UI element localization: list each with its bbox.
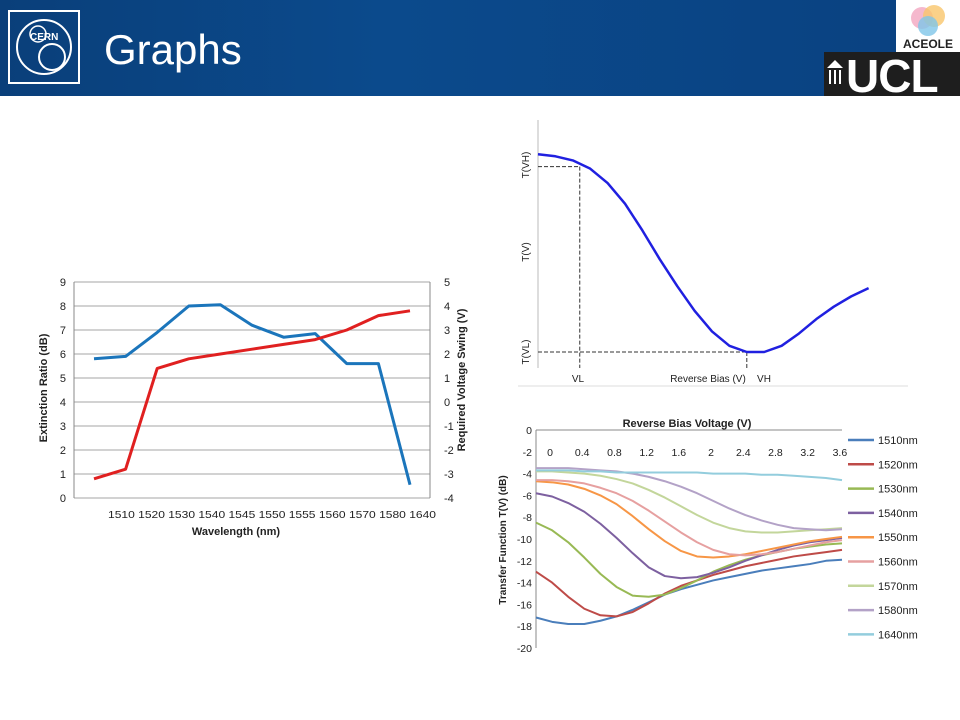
y-axis-label: Transfer Function T(V) (dB) xyxy=(498,475,509,604)
ucl-building-icon xyxy=(827,60,843,84)
y2-tick-label: 5 xyxy=(444,277,450,289)
y2-tick-label: -2 xyxy=(444,445,454,457)
y2-tick-label: -1 xyxy=(444,421,454,433)
schematic-x-tick-vh: VH xyxy=(757,374,771,385)
series-line-1640nm xyxy=(536,469,843,482)
x-tick-label: 3.2 xyxy=(800,447,815,459)
legend-label: 1520nm xyxy=(878,459,918,471)
x-tick-label: 0.4 xyxy=(575,447,590,459)
x-tick-label: 0 xyxy=(547,447,553,459)
series-line-1510nm xyxy=(535,558,843,626)
y-tick-label: 4 xyxy=(60,397,66,409)
aceole-circles-icon xyxy=(911,5,945,36)
schematic-x-axis-label: Reverse Bias (V) xyxy=(670,374,746,385)
x-tick-label: 2 xyxy=(708,447,714,459)
y-tick-label: -2 xyxy=(523,447,532,459)
y-tick-label: 3 xyxy=(60,421,66,433)
x-tick-label: 1.6 xyxy=(672,447,687,459)
y-tick-label: -16 xyxy=(517,599,532,611)
x-axis-label: Wavelength (nm) xyxy=(192,526,281,538)
legend-label: 1640nm xyxy=(878,629,918,641)
series-line-1580nm xyxy=(536,467,843,532)
cern-logo-text: CERN xyxy=(30,32,58,43)
y-tick-label: -20 xyxy=(517,643,532,655)
series-line-1540nm xyxy=(535,492,843,580)
y-axis-label-right: Required Voltage Swing (V) xyxy=(456,308,468,451)
schematic-x-tick-vl: VL xyxy=(572,374,585,385)
schematic-background xyxy=(518,120,908,388)
x-tick-label: 2.4 xyxy=(736,447,751,459)
legend-label: 1540nm xyxy=(878,508,918,520)
transfer-function-schematic: Reverse Bias (V) T(VH) T(V) T(VL) VL VH xyxy=(518,120,908,388)
y2-tick-label: 4 xyxy=(444,301,450,313)
y-tick-label: 5 xyxy=(60,373,66,385)
schematic-y-tick-tl: T(VL) xyxy=(521,340,532,365)
y-tick-label: -4 xyxy=(523,469,532,481)
series-line-1550nm xyxy=(535,480,843,559)
legend-label: 1550nm xyxy=(878,532,918,544)
schematic-y-tick-tv: T(V) xyxy=(521,242,532,261)
y-tick-label: -18 xyxy=(517,621,532,633)
x-tick-label: 0.8 xyxy=(607,447,622,459)
legend-label: 1560nm xyxy=(878,557,918,569)
ucl-logo-text: UCL xyxy=(846,50,939,102)
legend-label: 1510nm xyxy=(878,435,918,447)
series-line-2 xyxy=(93,309,411,481)
y-tick-label: 8 xyxy=(60,301,66,313)
aceole-logo: ACEOLE xyxy=(896,0,960,52)
y-tick-label: 0 xyxy=(526,425,532,437)
legend-label: 1580nm xyxy=(878,605,918,617)
y-tick-label: 2 xyxy=(60,445,66,457)
x-tick-label: 2.8 xyxy=(768,447,783,459)
series-line-1560nm xyxy=(536,479,843,557)
y-tick-label: 1 xyxy=(60,469,66,481)
y2-tick-label: 3 xyxy=(444,325,450,337)
y-tick-label: 0 xyxy=(60,493,66,505)
ucl-logo: UCL xyxy=(824,50,960,102)
series-line-1 xyxy=(93,303,412,486)
schematic-y-tick-th: T(VH) xyxy=(521,152,532,179)
y-tick-label: -14 xyxy=(517,578,532,590)
y-tick-label: 9 xyxy=(60,277,66,289)
y-axis-label-left: Extinction Ratio (dB) xyxy=(38,333,50,442)
y2-tick-label: 1 xyxy=(444,373,450,385)
y-tick-label: 6 xyxy=(60,349,66,361)
aceole-logo-text: ACEOLE xyxy=(902,37,953,51)
y-tick-label: 7 xyxy=(60,325,66,337)
y2-tick-label: -4 xyxy=(444,493,454,505)
y2-tick-label: 2 xyxy=(444,349,450,361)
header-bar: CERN Graphs ACEOLE UCL xyxy=(0,0,960,102)
chart-title: Reverse Bias Voltage (V) xyxy=(623,418,752,430)
x-tick-label: 1.2 xyxy=(639,447,654,459)
series-line-1530nm xyxy=(535,521,843,598)
page-title: Graphs xyxy=(104,26,242,73)
x-tick-label: 3.6 xyxy=(833,447,848,459)
extinction-ratio-chart: 0 1 2 3 4 5 6 7 8 9 -4 -3 -2 -1 0 1 2 3 4 5 1510 1520 1530… xyxy=(38,277,468,538)
y-tick-label: -8 xyxy=(523,512,532,524)
legend-label: 1570nm xyxy=(878,581,918,593)
transfer-function-chart: 0 -2 -4 -6 -8 -10 -12 -14 -16 -18 -20 0 0.4 0.8 1.2 1.… xyxy=(498,418,918,655)
y-tick-label: -10 xyxy=(517,534,532,546)
y2-tick-label: -3 xyxy=(444,469,454,481)
y-tick-label: -6 xyxy=(523,490,532,502)
cern-logo: CERN xyxy=(8,10,80,84)
x-tick-labels: 1510 1520 1530 1540 1545 1550 1555 1560 … xyxy=(108,509,436,521)
y-tick-label: -12 xyxy=(517,556,532,568)
legend-label: 1530nm xyxy=(878,484,918,496)
transfer-curve xyxy=(537,152,870,354)
y2-tick-label: 0 xyxy=(444,397,450,409)
series-line-1570nm xyxy=(536,470,843,534)
